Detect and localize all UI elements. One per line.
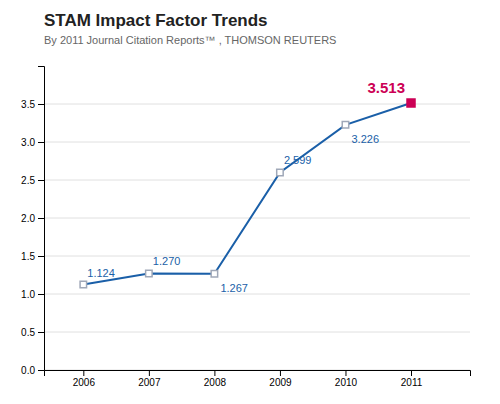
y-tick-label: 2.0 bbox=[21, 213, 35, 224]
x-tick-label: 2009 bbox=[269, 377, 292, 388]
x-tick-label: 2006 bbox=[73, 377, 96, 388]
marker bbox=[80, 281, 86, 287]
data-labels: 1.124 1.270 1.267 2.599 3.226 3.513 bbox=[87, 79, 405, 294]
chart: STAM Impact Factor Trends By 2011 Journal… bbox=[0, 0, 500, 404]
grid-line bbox=[44, 256, 470, 257]
y-tick-label: 1.0 bbox=[21, 289, 35, 300]
y-tick: 0.0 bbox=[21, 365, 44, 376]
grid bbox=[44, 104, 470, 370]
x-tick-mark bbox=[214, 370, 215, 376]
y-axis: 0.0 0.5 1.0 1.5 2.0 2.5 3.0 3.5 bbox=[21, 67, 44, 376]
y-tick-label: 3.5 bbox=[21, 99, 35, 110]
grid-line bbox=[44, 142, 470, 143]
x-axis-line bbox=[45, 371, 471, 377]
marker bbox=[211, 270, 217, 276]
marks bbox=[80, 99, 415, 288]
marker bbox=[277, 169, 283, 175]
x-tick-label: 2010 bbox=[335, 377, 358, 388]
x-tick-mark bbox=[83, 370, 84, 376]
grid-line bbox=[44, 180, 470, 181]
marker bbox=[146, 270, 152, 276]
y-tick: 3.0 bbox=[21, 137, 44, 148]
x-tick: 2006 bbox=[73, 370, 96, 388]
x-tick: 2009 bbox=[269, 370, 292, 388]
grid-line bbox=[44, 218, 470, 219]
marker bbox=[342, 122, 348, 128]
title: STAM Impact Factor Trends bbox=[44, 11, 268, 30]
y-tick: 1.5 bbox=[21, 251, 44, 262]
x-tick-label: 2008 bbox=[204, 377, 227, 388]
plot: 2006 2007 2008 2009 2010 2011 0.0 0.5 1.0 1.5 2.0 2… bbox=[21, 67, 470, 389]
x-tick: 2010 bbox=[335, 370, 358, 388]
x-tick-label: 2011 bbox=[401, 377, 423, 388]
data-label: 3.513 bbox=[367, 79, 405, 96]
y-tick: 1.0 bbox=[21, 289, 44, 300]
y-tick-label: 1.5 bbox=[21, 251, 35, 262]
x-tick: 2007 bbox=[138, 370, 161, 388]
y-tick-mark bbox=[38, 218, 44, 219]
y-tick-label: 3.0 bbox=[21, 137, 35, 148]
y-tick-mark bbox=[38, 180, 44, 181]
x-tick-mark bbox=[345, 370, 346, 376]
x-tick-label: 2007 bbox=[138, 377, 161, 388]
y-tick: 3.5 bbox=[21, 99, 44, 110]
x-tick-mark bbox=[280, 370, 281, 376]
y-tick-mark bbox=[38, 294, 44, 295]
x-axis: 2006 2007 2008 2009 2010 2011 bbox=[45, 370, 471, 388]
subtitle: By 2011 Journal Citation Reports™ , THOM… bbox=[44, 34, 336, 46]
y-tick: 2.5 bbox=[21, 175, 44, 186]
x-tick-mark bbox=[411, 370, 412, 376]
grid-line bbox=[44, 294, 470, 295]
x-tick-mark bbox=[149, 370, 150, 376]
y-tick-mark bbox=[38, 370, 44, 371]
data-label: 1.267 bbox=[220, 282, 248, 294]
data-label: 2.599 bbox=[284, 154, 312, 166]
y-tick-mark bbox=[38, 104, 44, 105]
y-tick-label: 0.5 bbox=[21, 327, 35, 338]
y-tick-label: 2.5 bbox=[21, 175, 35, 186]
x-tick: 2011 bbox=[401, 370, 423, 388]
y-tick-mark bbox=[38, 142, 44, 143]
marker bbox=[407, 99, 415, 107]
y-tick-mark bbox=[38, 332, 44, 333]
y-tick-label: 0.0 bbox=[21, 365, 35, 376]
x-tick: 2008 bbox=[204, 370, 227, 388]
y-tick-mark bbox=[38, 256, 44, 257]
y-axis-line bbox=[38, 67, 45, 371]
data-label: 1.270 bbox=[153, 255, 181, 267]
y-tick: 2.0 bbox=[21, 213, 44, 224]
grid-line bbox=[44, 332, 470, 333]
y-tick: 0.5 bbox=[21, 327, 44, 338]
line bbox=[83, 103, 411, 285]
data-label: 1.124 bbox=[87, 267, 115, 279]
data-label: 3.226 bbox=[351, 133, 379, 145]
